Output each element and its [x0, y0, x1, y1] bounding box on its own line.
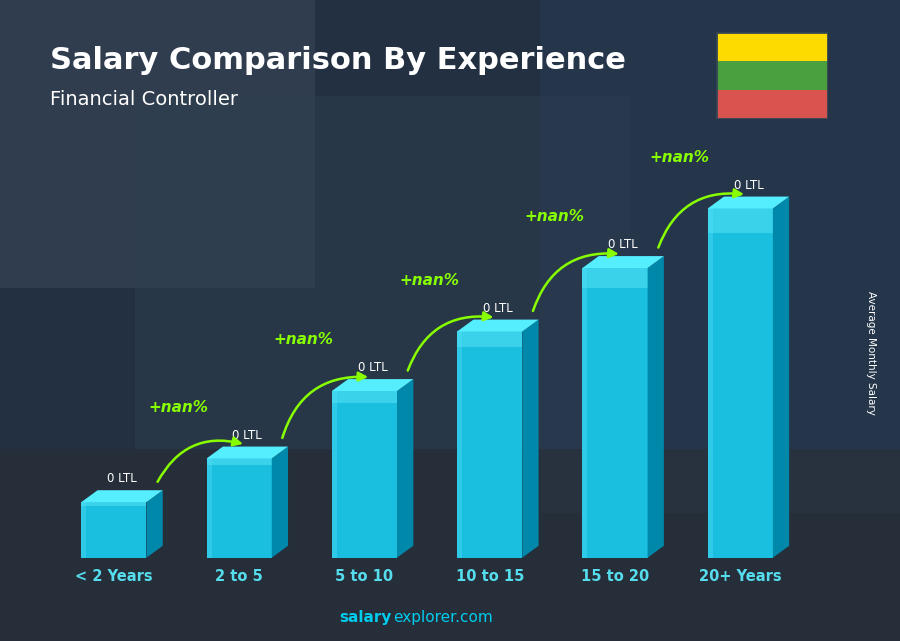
Polygon shape	[457, 320, 538, 331]
Polygon shape	[332, 391, 397, 558]
Polygon shape	[707, 208, 773, 558]
Bar	[135, 96, 630, 449]
Bar	[716, 90, 828, 119]
Bar	[0, 0, 315, 288]
Text: explorer.com: explorer.com	[393, 610, 493, 625]
Text: 0 LTL: 0 LTL	[357, 362, 388, 374]
Text: 0 LTL: 0 LTL	[483, 302, 513, 315]
Polygon shape	[707, 208, 713, 558]
Polygon shape	[81, 490, 163, 502]
Polygon shape	[773, 197, 789, 558]
Polygon shape	[648, 256, 664, 558]
Text: 0 LTL: 0 LTL	[232, 429, 262, 442]
Polygon shape	[457, 331, 463, 558]
Polygon shape	[582, 268, 648, 288]
Polygon shape	[332, 379, 413, 391]
Polygon shape	[332, 391, 397, 403]
Text: +nan%: +nan%	[399, 273, 459, 288]
Bar	[716, 61, 828, 90]
Text: 0 LTL: 0 LTL	[107, 472, 137, 485]
Text: Average Monthly Salary: Average Monthly Salary	[866, 290, 877, 415]
Polygon shape	[522, 320, 538, 558]
Polygon shape	[207, 458, 211, 558]
Text: +nan%: +nan%	[274, 333, 334, 347]
Polygon shape	[81, 502, 147, 558]
Polygon shape	[582, 256, 664, 268]
Text: salary: salary	[339, 610, 392, 625]
Text: +nan%: +nan%	[525, 210, 584, 224]
Polygon shape	[207, 447, 288, 458]
Polygon shape	[272, 447, 288, 558]
Polygon shape	[582, 268, 648, 558]
Bar	[716, 32, 828, 61]
Polygon shape	[332, 391, 337, 558]
Polygon shape	[207, 458, 272, 558]
Text: +nan%: +nan%	[650, 150, 709, 165]
Bar	[0, 449, 900, 641]
Text: 0 LTL: 0 LTL	[734, 179, 763, 192]
Polygon shape	[81, 502, 147, 506]
Polygon shape	[582, 268, 588, 558]
Polygon shape	[397, 379, 413, 558]
Polygon shape	[81, 502, 86, 558]
Polygon shape	[147, 490, 163, 558]
Text: Financial Controller: Financial Controller	[50, 90, 238, 109]
Polygon shape	[457, 331, 522, 558]
Polygon shape	[707, 197, 789, 208]
Polygon shape	[457, 331, 522, 347]
Bar	[540, 0, 900, 513]
Polygon shape	[707, 208, 773, 233]
Text: Salary Comparison By Experience: Salary Comparison By Experience	[50, 46, 625, 76]
Polygon shape	[207, 458, 272, 465]
Text: 0 LTL: 0 LTL	[608, 238, 638, 251]
Text: +nan%: +nan%	[148, 400, 209, 415]
